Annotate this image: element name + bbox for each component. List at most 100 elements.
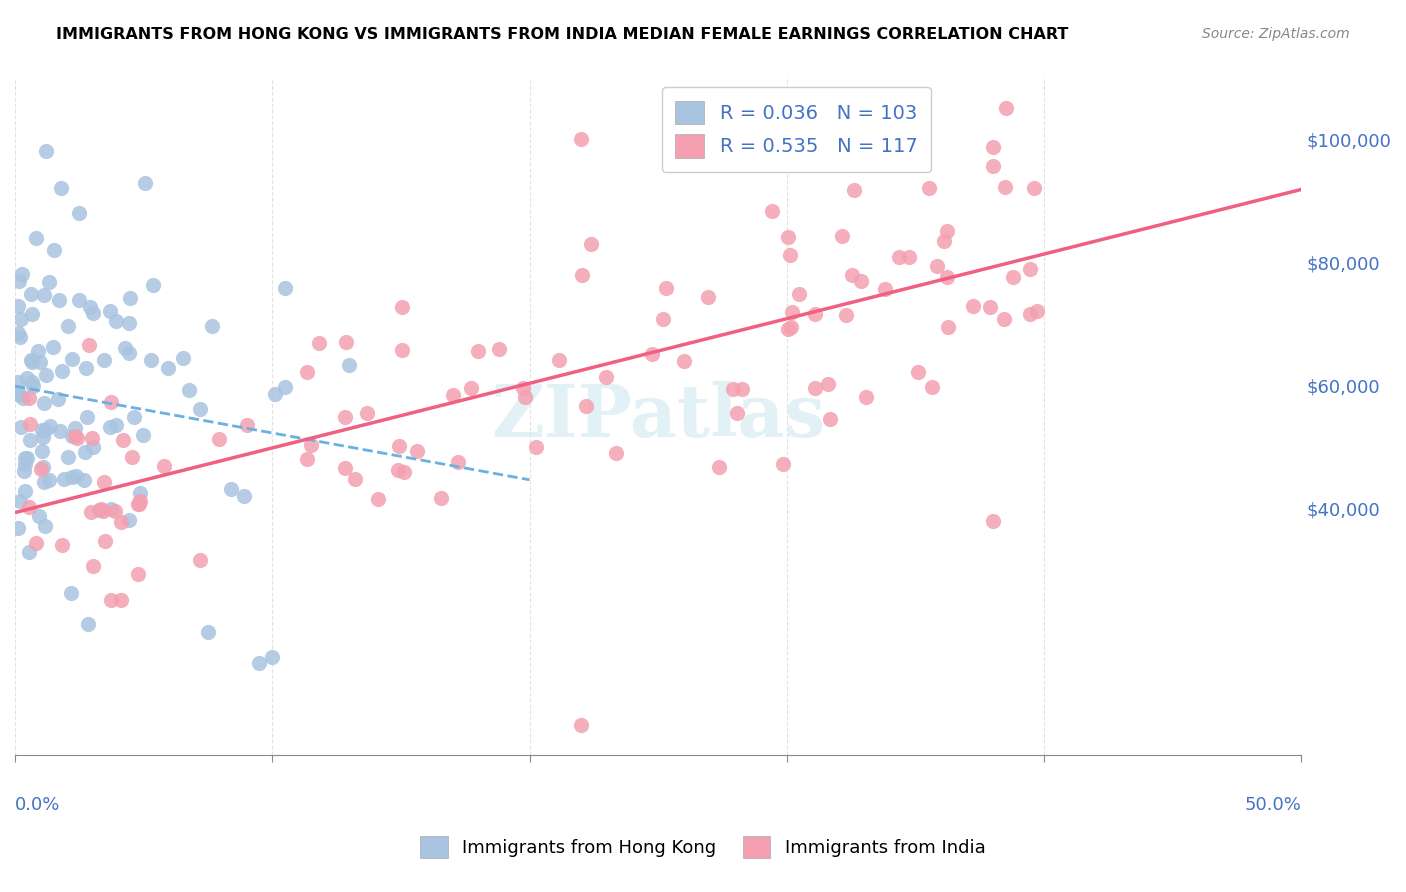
Point [172,351,194,365]
Point [77,617,100,632]
Point [804,381,827,395]
Point [803,307,825,321]
Point [87,502,110,516]
Point [82,440,104,454]
Point [904,132,927,146]
Point [430,491,453,505]
Point [20,353,42,368]
Point [32,288,55,302]
Point [898,251,921,265]
Point [201,318,224,333]
Point [14,451,37,466]
Point [779,319,801,334]
Point [236,417,259,432]
Point [127,497,149,511]
Point [7,386,30,401]
Point [67,206,90,220]
Point [122,410,145,425]
Point [932,234,955,248]
Point [79,300,101,314]
Point [15,451,38,466]
Point [21,355,44,369]
Point [56,450,79,464]
Point [387,463,409,477]
Point [10,312,32,326]
Point [513,390,536,404]
Text: 50.0%: 50.0% [1244,796,1302,814]
Point [141,353,163,368]
Point [993,311,1015,326]
Point [579,237,602,252]
Point [21,376,44,390]
Point [11,267,34,281]
Point [110,592,132,607]
Point [935,224,957,238]
Point [93,353,115,368]
Point [8,493,31,508]
Point [731,382,754,396]
Point [605,446,627,460]
Point [887,250,910,264]
Point [299,437,322,451]
Point [131,428,153,442]
Text: ZIPatlas: ZIPatlas [491,381,825,452]
Point [441,387,464,401]
Point [11,392,34,406]
Point [569,132,592,146]
Point [35,368,58,382]
Point [79,505,101,519]
Point [842,183,865,197]
Point [177,383,200,397]
Point [6,300,28,314]
Point [75,444,97,458]
Point [112,433,135,447]
Point [66,431,89,445]
Point [93,475,115,489]
Point [787,287,810,301]
Point [134,176,156,190]
Text: Source: ZipAtlas.com: Source: ZipAtlas.com [1202,27,1350,41]
Point [7,387,30,401]
Point [388,439,411,453]
Point [921,380,943,394]
Point [28,508,51,523]
Point [98,420,121,434]
Point [295,452,318,467]
Point [30,462,52,476]
Point [295,364,318,378]
Point [20,287,42,301]
Point [907,365,929,379]
Point [10,419,32,434]
Point [1019,262,1042,277]
Point [835,308,858,322]
Point [188,402,211,417]
Point [90,501,112,516]
Point [308,336,330,351]
Point [855,391,877,405]
Point [696,289,718,303]
Point [367,491,389,506]
Point [65,421,87,435]
Point [391,343,413,357]
Point [25,536,48,550]
Point [14,457,37,471]
Point [98,304,121,318]
Text: IMMIGRANTS FROM HONG KONG VS IMMIGRANTS FROM INDIA MEDIAN FEMALE EARNINGS CORREL: IMMIGRANTS FROM HONG KONG VS IMMIGRANTS … [56,27,1069,42]
Point [82,431,104,445]
Point [51,364,73,378]
Point [356,406,378,420]
Point [93,534,115,549]
Point [20,433,42,447]
Point [339,358,361,372]
Point [6,326,28,341]
Point [936,320,959,334]
Point [128,494,150,508]
Point [18,417,41,431]
Point [53,472,76,486]
Point [575,400,598,414]
Point [48,293,70,307]
Point [995,101,1018,115]
Point [6,375,28,389]
Point [761,204,783,219]
Point [34,423,56,437]
